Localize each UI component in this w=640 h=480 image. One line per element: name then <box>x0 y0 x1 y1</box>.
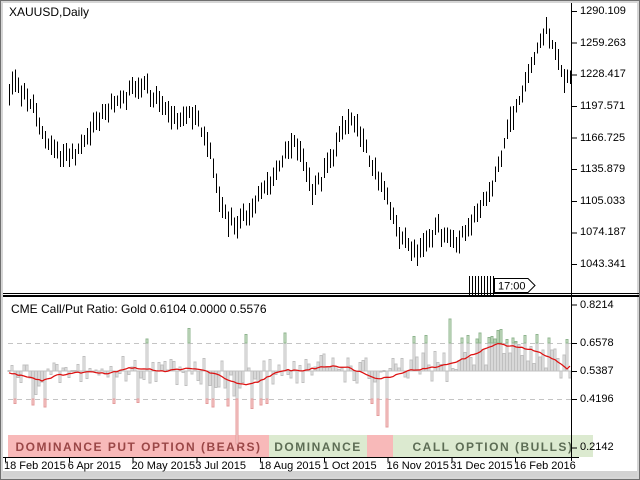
dominance-band-0: DOMINANCE PUT OPTION (BEARS) <box>8 435 269 457</box>
dominance-band-3: CALL OPTION (BULLS) <box>392 435 593 457</box>
window-resize-strip <box>3 471 637 477</box>
dominance-band-2 <box>367 435 393 457</box>
dominance-band-1: DOMINANCE <box>269 435 368 457</box>
